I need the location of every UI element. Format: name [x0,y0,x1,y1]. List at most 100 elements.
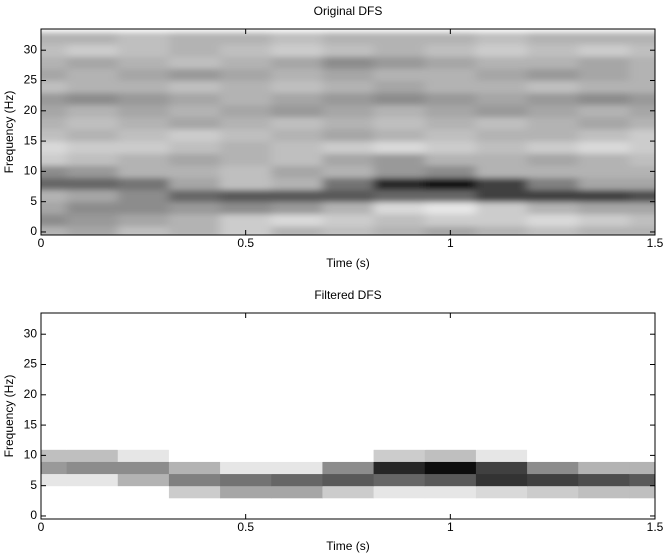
heat-cell [373,201,426,215]
heat-cell [373,352,426,365]
heat-cell [424,141,477,154]
heat-cell [271,461,323,475]
heat-cell [41,116,68,130]
heat-cell [322,68,375,81]
heat-cell [629,364,655,378]
heat-cell [527,213,579,227]
heat-cell [322,80,375,94]
heat-cell [475,189,528,203]
heat-cell [629,449,655,462]
heat-cell [578,449,630,462]
heat-cell [578,376,630,390]
heat-cell [578,509,630,519]
heat-cell [578,177,630,191]
heat-cell [527,316,579,329]
heat-cell [475,412,528,426]
heat-cell [373,449,426,462]
heat-cell [373,376,426,390]
heat-cell [66,153,119,166]
heat-cell [424,485,477,499]
heat-cell [373,364,426,378]
heat-cell [424,68,477,81]
heat-cell [527,104,579,118]
heat-cell [220,153,272,166]
heat-cell [527,177,579,191]
heat-cell [527,473,579,487]
heat-cell [322,316,375,329]
heat-cell [66,485,119,499]
heat-cell [424,352,477,365]
heat-cell [527,437,579,450]
y-tick-label: 25 [24,357,38,371]
heat-cell [527,388,579,402]
heat-cell [578,412,630,426]
heat-cell [117,400,170,414]
heat-cell [168,340,221,353]
heat-cell [475,449,528,462]
heat-cell [41,388,68,402]
heat-cell [578,328,630,341]
heat-cell [527,376,579,390]
heat-cell [220,128,272,142]
heat-cell [475,141,528,154]
heat-cell [41,509,68,519]
heat-cell [578,104,630,118]
heat-cell [117,56,170,69]
heat-cell [168,364,221,378]
heat-cell [475,364,528,378]
heat-cell [527,497,579,511]
heat-cell [578,425,630,438]
heat-cell [220,44,272,57]
heat-cell [578,437,630,450]
heat-cell [271,364,323,378]
heat-cell [629,56,655,69]
heat-cell [41,437,68,450]
heat-cell [117,328,170,341]
heat-cell [220,497,272,511]
heat-cell [41,68,68,81]
heat-cell [424,412,477,426]
heat-cell [527,509,579,519]
heat-cell [629,32,655,45]
heat-cell [168,400,221,414]
heat-cell [322,449,375,462]
heat-cell [220,425,272,438]
heat-cell [322,116,375,130]
heat-cell [373,68,426,81]
heat-cell [117,364,170,378]
heat-cell [629,92,655,106]
heat-cell [373,400,426,414]
heat-cell [66,201,119,215]
heat-cell [629,328,655,341]
heat-cell [66,32,119,45]
heat-cell [578,461,630,475]
heat-cell [66,412,119,426]
heat-cell [424,316,477,329]
heat-cell [373,388,426,402]
chart-title: Original DFS [314,4,383,18]
heat-cell [41,400,68,414]
heat-cell [424,56,477,69]
heat-cell [117,473,170,487]
heat-cell [424,128,477,142]
heat-cell [475,104,528,118]
heat-cell [373,485,426,499]
heat-cell [220,141,272,154]
heat-cell [629,128,655,142]
heat-cell [322,437,375,450]
heat-cell [527,485,579,499]
heat-cell [475,340,528,353]
heat-cell [41,189,68,203]
heat-cell [168,177,221,191]
heat-cell [220,32,272,45]
heat-cell [629,388,655,402]
heat-cell [578,141,630,154]
heat-cell [527,340,579,353]
heat-cell [271,104,323,118]
y-axis-label: Frequency (Hz) [2,375,16,458]
heatmap [41,313,655,519]
y-tick-label: 15 [24,133,38,147]
heat-cell [41,376,68,390]
heat-cell [168,316,221,329]
